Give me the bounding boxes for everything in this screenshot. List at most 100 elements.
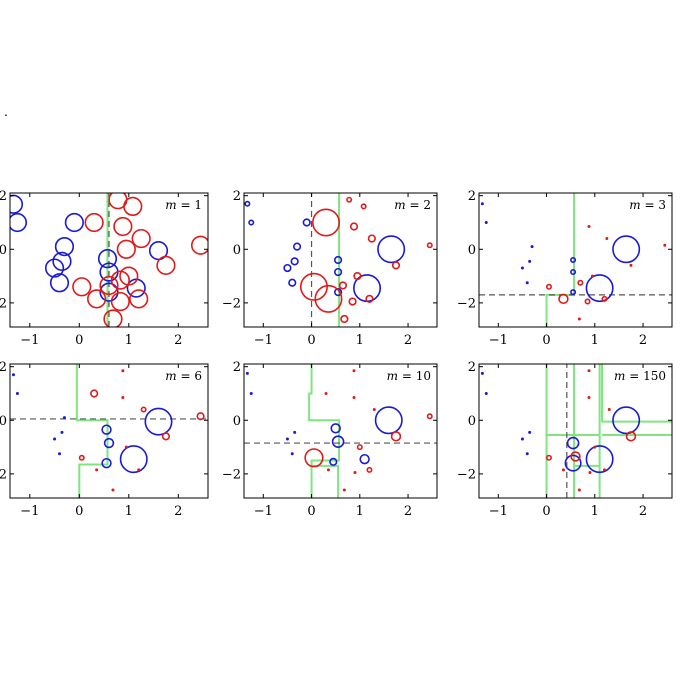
boundary-green-1 bbox=[545, 193, 576, 327]
point-blue-2 bbox=[10, 212, 28, 233]
point-red-14 bbox=[629, 263, 633, 267]
point-blue-5 bbox=[290, 452, 294, 456]
point-blue-7 bbox=[288, 278, 297, 287]
point-red-10 bbox=[587, 369, 591, 373]
point-red-12 bbox=[121, 369, 125, 373]
point-blue-3 bbox=[54, 237, 75, 257]
point-red-19 bbox=[601, 295, 608, 302]
point-blue-7 bbox=[331, 435, 345, 449]
point-red-15 bbox=[545, 454, 552, 461]
y-tick-label: 0 bbox=[0, 414, 7, 429]
panel-label-value: = 6 bbox=[177, 369, 202, 383]
x-tick-label: 2 bbox=[174, 333, 182, 348]
point-red-16 bbox=[349, 222, 359, 231]
axes-frame bbox=[243, 192, 438, 328]
point-blue-4 bbox=[292, 242, 302, 251]
point-blue-9 bbox=[570, 289, 577, 296]
point-red-22 bbox=[196, 412, 205, 421]
point-blue-4 bbox=[60, 430, 64, 434]
panel-1: −1 0 1 2 −2 0 2 m = 1 bbox=[0, 189, 209, 348]
y-tick-label: −2 bbox=[457, 296, 476, 311]
point-red-26 bbox=[426, 242, 433, 249]
plot-area bbox=[10, 364, 208, 498]
point-blue-1 bbox=[10, 194, 24, 214]
point-red-13 bbox=[346, 196, 353, 203]
panel-label: m = 2 bbox=[394, 198, 431, 212]
y-tick-label: 2 bbox=[0, 189, 7, 204]
panel-label-value: = 2 bbox=[406, 198, 431, 212]
x-tick-label: 2 bbox=[404, 333, 412, 348]
point-red-13 bbox=[90, 389, 99, 398]
panel-label: m = 1 bbox=[165, 198, 202, 212]
point-red-15 bbox=[312, 208, 341, 237]
point-red-22 bbox=[338, 281, 348, 290]
panel-label-value: = 10 bbox=[398, 369, 431, 383]
point-red-12 bbox=[324, 391, 328, 395]
x-tick-label: 2 bbox=[639, 333, 647, 348]
point-red-14 bbox=[593, 445, 597, 449]
boundary-green-1 bbox=[75, 364, 109, 498]
point-red-20 bbox=[366, 466, 373, 473]
point-red-13 bbox=[625, 431, 637, 442]
panel-label: m = 6 bbox=[165, 369, 202, 383]
point-red-14 bbox=[372, 408, 376, 412]
point-red-18 bbox=[326, 468, 330, 472]
x-tick-label: −1 bbox=[20, 504, 39, 519]
axes-frame bbox=[478, 192, 673, 328]
point-red-14 bbox=[123, 196, 143, 216]
y-tick-label: 0 bbox=[468, 414, 476, 429]
y-tick-label: 2 bbox=[0, 360, 7, 375]
x-tick-label: −1 bbox=[254, 504, 273, 519]
point-red-16 bbox=[545, 283, 552, 290]
point-blue-9 bbox=[333, 267, 343, 277]
x-tick-label: 0 bbox=[75, 504, 83, 519]
point-blue-3 bbox=[62, 416, 66, 420]
point-blue-4 bbox=[528, 259, 532, 263]
point-red-16 bbox=[161, 432, 171, 441]
point-red-20 bbox=[299, 272, 328, 301]
point-red-20 bbox=[119, 266, 139, 286]
y-tick-label: 0 bbox=[468, 243, 476, 258]
point-blue-3 bbox=[528, 430, 532, 434]
point-blue-6 bbox=[330, 423, 341, 434]
x-tick-label: 1 bbox=[356, 333, 364, 348]
panel-label: m = 3 bbox=[629, 198, 666, 212]
x-tick-label: −1 bbox=[20, 333, 39, 348]
point-red-18 bbox=[116, 239, 136, 259]
point-blue-8 bbox=[333, 255, 343, 265]
panel-label-var: m bbox=[629, 198, 640, 212]
x-tick-label: −1 bbox=[489, 504, 508, 519]
point-blue-10 bbox=[585, 274, 614, 303]
panel-label-value: = 150 bbox=[625, 369, 666, 383]
point-blue-10 bbox=[119, 445, 148, 474]
point-red-15 bbox=[84, 212, 104, 233]
point-blue-7 bbox=[64, 212, 84, 233]
panel-label: m = 10 bbox=[387, 369, 431, 383]
point-blue-6 bbox=[566, 436, 580, 450]
point-red-25 bbox=[129, 289, 149, 309]
point-blue-5 bbox=[525, 452, 529, 456]
point-red-17 bbox=[131, 228, 151, 249]
point-red-21 bbox=[111, 488, 115, 492]
point-red-15 bbox=[390, 431, 402, 442]
point-blue-9 bbox=[101, 457, 112, 469]
point-blue-1 bbox=[245, 371, 249, 375]
point-blue-7 bbox=[101, 424, 112, 435]
point-red-16 bbox=[113, 216, 133, 237]
x-tick-label: 2 bbox=[404, 504, 412, 519]
y-tick-label: 0 bbox=[0, 243, 7, 258]
point-blue-2 bbox=[484, 391, 488, 395]
point-blue-1 bbox=[244, 200, 251, 207]
x-tick-label: 1 bbox=[125, 504, 133, 519]
y-tick-label: −2 bbox=[0, 296, 7, 311]
point-red-24 bbox=[99, 275, 119, 296]
panel-label-value: = 1 bbox=[177, 198, 202, 212]
point-blue-4 bbox=[520, 437, 524, 441]
point-red-20 bbox=[137, 468, 141, 472]
x-tick-label: 0 bbox=[542, 504, 550, 519]
x-tick-label: 0 bbox=[542, 333, 550, 348]
point-blue-9 bbox=[612, 406, 641, 435]
point-blue-8 bbox=[570, 269, 577, 276]
point-red-20 bbox=[577, 488, 581, 492]
point-blue-5 bbox=[290, 257, 299, 266]
